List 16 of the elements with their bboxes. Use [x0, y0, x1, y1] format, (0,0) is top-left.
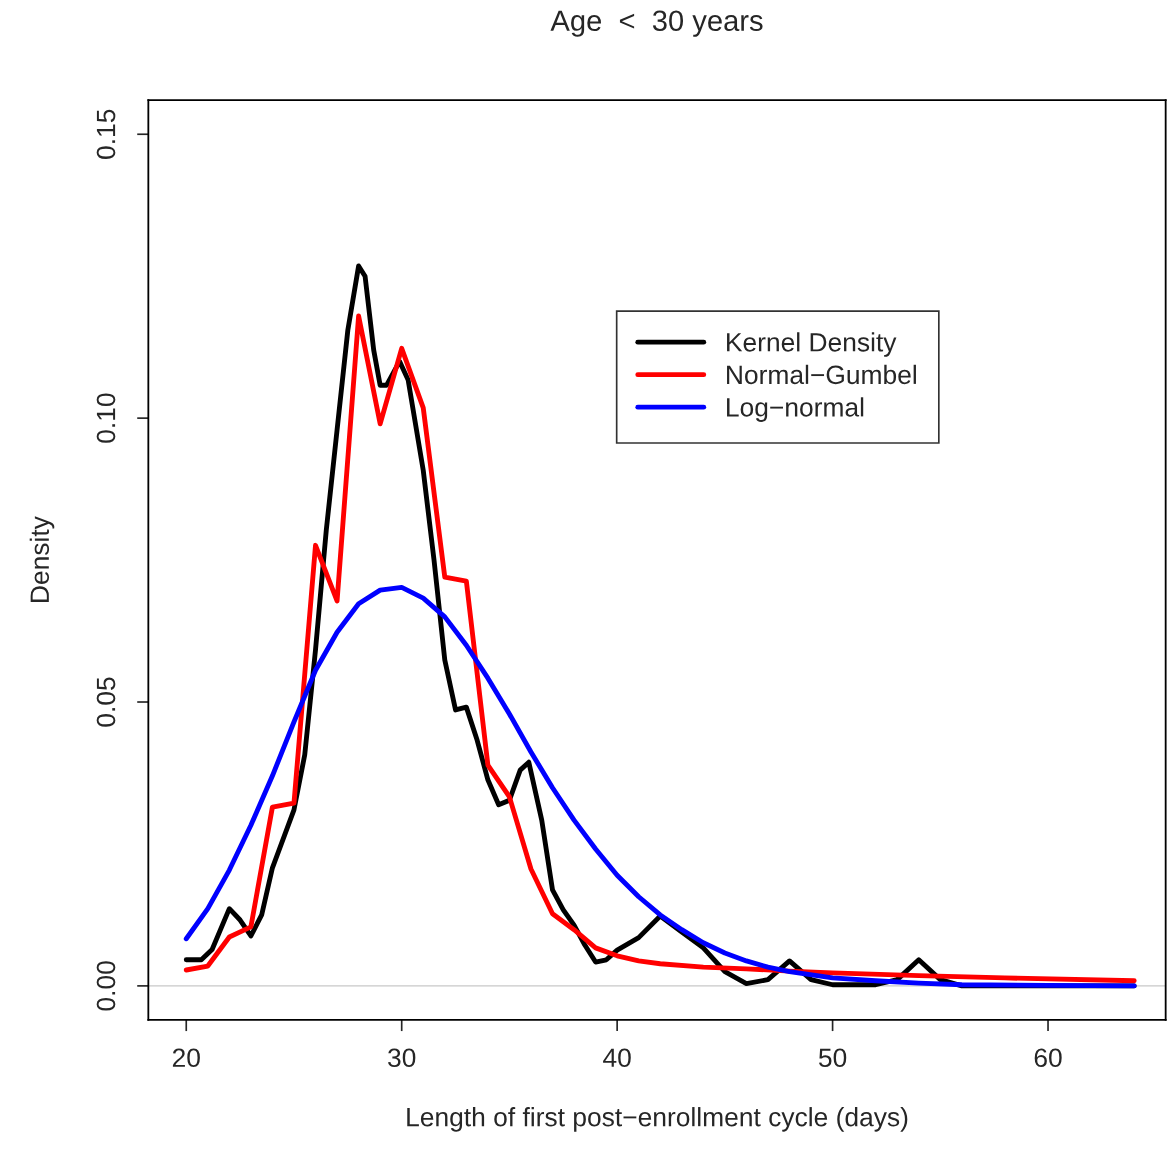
x-tick-label: 20: [172, 1048, 200, 1068]
x-axis-title: Length of first post−enrollment cycle (days): [407, 1107, 908, 1132]
x-tick-label: 40: [603, 1048, 631, 1068]
y-tick-label: 0.00: [96, 961, 116, 1011]
x-tick-label: 30: [388, 1048, 416, 1068]
x-tick-label: 50: [818, 1048, 847, 1068]
legend-label: Kernel Density: [727, 332, 897, 357]
legend-label: Log−normal: [727, 397, 864, 422]
chart-title: Age < 30 years: [550, 10, 763, 37]
y-tick-label: 0.10: [96, 393, 116, 443]
y-axis-title: Density: [29, 516, 55, 602]
y-tick-label: 0.15: [96, 109, 116, 159]
line-series: [183, 584, 1137, 989]
legend-label: Normal−Gumbel: [727, 364, 916, 385]
y-tick-label: 0.05: [96, 677, 116, 727]
x-tick-label: 60: [1034, 1048, 1062, 1068]
